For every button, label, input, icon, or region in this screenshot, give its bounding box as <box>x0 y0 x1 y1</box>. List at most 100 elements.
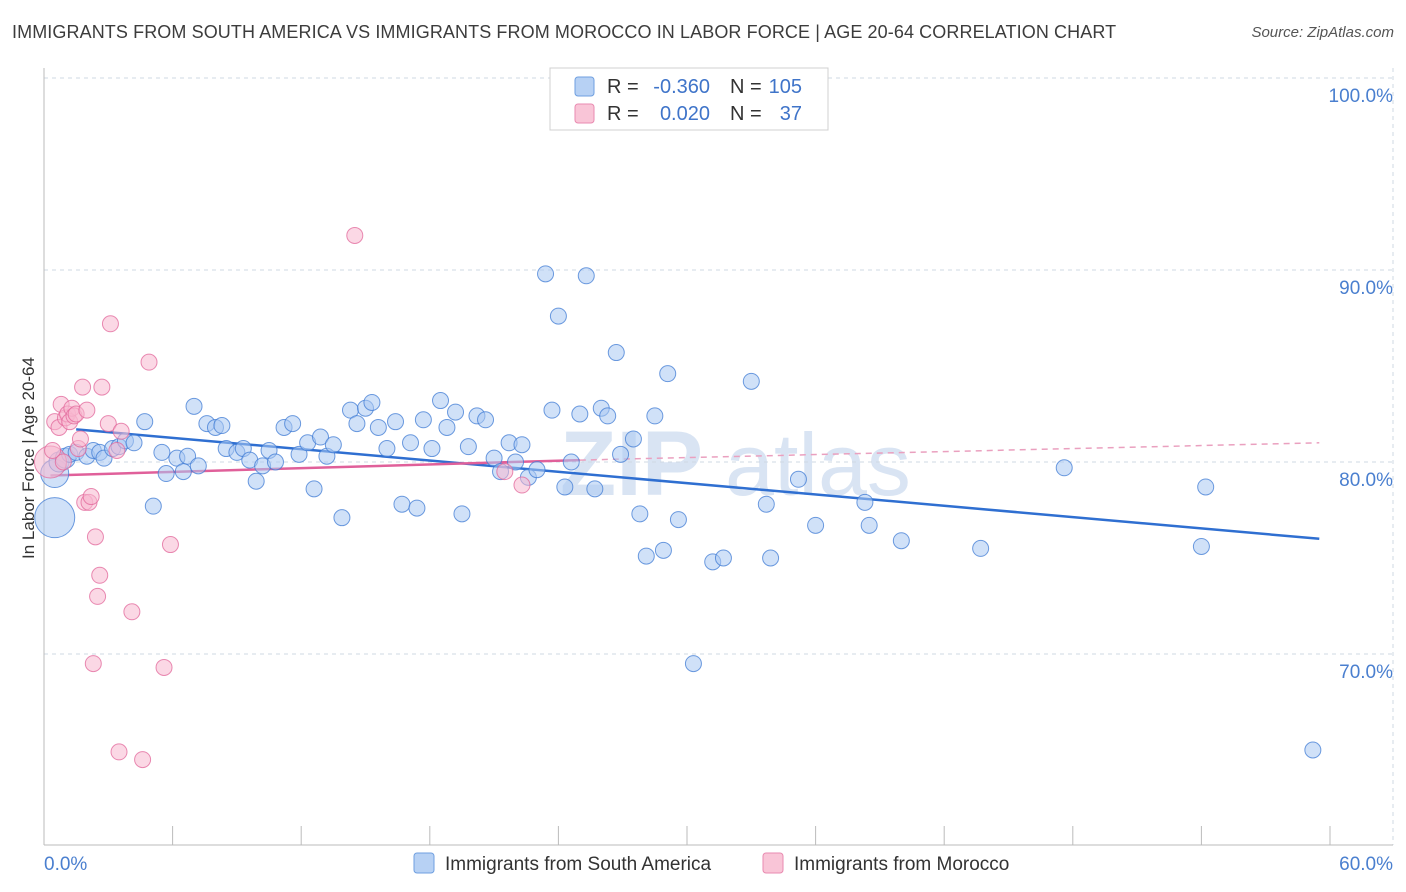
watermark: ZIP atlas <box>560 413 911 515</box>
chart-title: IMMIGRANTS FROM SOUTH AMERICA VS IMMIGRA… <box>12 22 1117 42</box>
point-south-america <box>624 430 642 448</box>
point-south-america <box>423 440 441 458</box>
x-tick-marks <box>43 826 1331 845</box>
legend-swatch-blue <box>574 76 595 97</box>
legend-r-value-2: 0.020 <box>660 103 710 125</box>
watermark-atlas: atlas <box>725 415 911 514</box>
point-south-america <box>348 415 366 433</box>
point-south-america <box>477 411 495 429</box>
point-south-america <box>213 417 231 435</box>
point-south-america <box>387 413 405 431</box>
point-south-america <box>543 401 561 419</box>
x-tick-label-max: 60.0% <box>1339 854 1393 875</box>
point-south-america <box>393 495 411 513</box>
point-morocco <box>513 476 531 494</box>
point-south-america <box>507 453 525 471</box>
point-south-america <box>789 470 807 488</box>
series-legend-swatch-morocco <box>762 852 784 874</box>
point-south-america <box>363 393 381 411</box>
series-legend-label-morocco: Immigrants from Morocco <box>794 854 1009 875</box>
point-morocco <box>496 463 514 481</box>
point-south-america <box>599 407 617 425</box>
point-south-america <box>562 453 580 471</box>
point-south-america <box>1192 537 1210 555</box>
point-morocco <box>112 422 130 440</box>
point-south-america <box>571 405 589 423</box>
point-morocco <box>140 353 158 371</box>
point-south-america <box>807 516 825 534</box>
point-south-america <box>324 436 342 454</box>
legend-n-label-2: N = <box>730 103 762 125</box>
watermark-zip: ZIP <box>560 413 703 515</box>
y-tick-label-90: 90.0% <box>1339 278 1393 299</box>
point-south-america <box>549 307 567 325</box>
point-south-america <box>125 434 143 452</box>
point-morocco <box>110 743 128 761</box>
point-south-america <box>438 418 456 436</box>
point-morocco <box>86 528 104 546</box>
point-south-america <box>136 413 154 431</box>
legend-r-label-2: R = <box>607 103 639 125</box>
point-morocco <box>54 453 72 471</box>
point-south-america <box>586 480 604 498</box>
point-morocco <box>93 378 111 396</box>
point-south-america <box>612 445 630 463</box>
point-south-america <box>1304 741 1322 759</box>
legend-n-value-1: 105 <box>769 76 802 98</box>
point-south-america <box>654 541 672 559</box>
point-south-america <box>378 440 396 458</box>
y-tick-label-70: 70.0% <box>1339 662 1393 683</box>
point-morocco <box>346 226 364 244</box>
point-morocco <box>82 488 100 506</box>
point-south-america <box>459 438 477 456</box>
point-south-america <box>247 472 265 490</box>
point-south-america <box>153 443 171 461</box>
point-south-america <box>333 509 351 527</box>
point-south-america <box>1055 459 1073 477</box>
point-south-america <box>432 392 450 410</box>
y-tick-labels: 70.0% 80.0% 90.0% 100.0% <box>1329 86 1394 683</box>
point-south-america <box>972 539 990 557</box>
trend-line-south-america <box>76 428 1320 541</box>
source-credit: Source: ZipAtlas.com <box>1251 24 1394 41</box>
point-morocco <box>134 751 152 769</box>
point-morocco <box>91 566 109 584</box>
series-legend-swatch-south-america <box>413 852 435 874</box>
point-south-america <box>659 365 677 383</box>
stats-legend: R = -0.360 N = 105 R = 0.020 N = 37 <box>549 67 829 131</box>
point-morocco <box>123 603 141 621</box>
point-south-america <box>607 344 625 362</box>
series-legend: Immigrants from South America Immigrants… <box>413 852 1009 875</box>
point-south-america <box>453 505 471 523</box>
series-legend-label-south-america: Immigrants from South America <box>445 854 712 875</box>
legend-swatch-pink <box>574 103 595 124</box>
point-south-america <box>646 407 664 425</box>
point-south-america <box>290 445 308 463</box>
point-south-america <box>714 549 732 567</box>
point-south-america <box>1197 478 1215 496</box>
point-south-america <box>34 497 76 539</box>
point-south-america <box>757 495 775 513</box>
point-south-america <box>179 447 197 465</box>
point-south-america <box>266 453 284 471</box>
point-morocco <box>161 536 179 554</box>
trend-line-extension-morocco <box>579 442 1320 461</box>
point-south-america <box>369 418 387 436</box>
point-morocco <box>74 378 92 396</box>
legend-n-label-1: N = <box>730 76 762 98</box>
point-south-america <box>556 478 574 496</box>
point-south-america <box>669 511 687 529</box>
point-morocco <box>71 430 89 448</box>
point-south-america <box>631 505 649 523</box>
point-morocco <box>101 315 119 333</box>
point-south-america <box>157 465 175 483</box>
point-south-america <box>637 547 655 565</box>
point-morocco <box>155 658 173 676</box>
point-south-america <box>189 457 207 475</box>
point-south-america <box>408 499 426 517</box>
legend-r-value-1: -0.360 <box>653 76 710 98</box>
point-morocco <box>89 587 107 605</box>
point-south-america <box>528 461 546 479</box>
legend-frame <box>549 67 829 131</box>
